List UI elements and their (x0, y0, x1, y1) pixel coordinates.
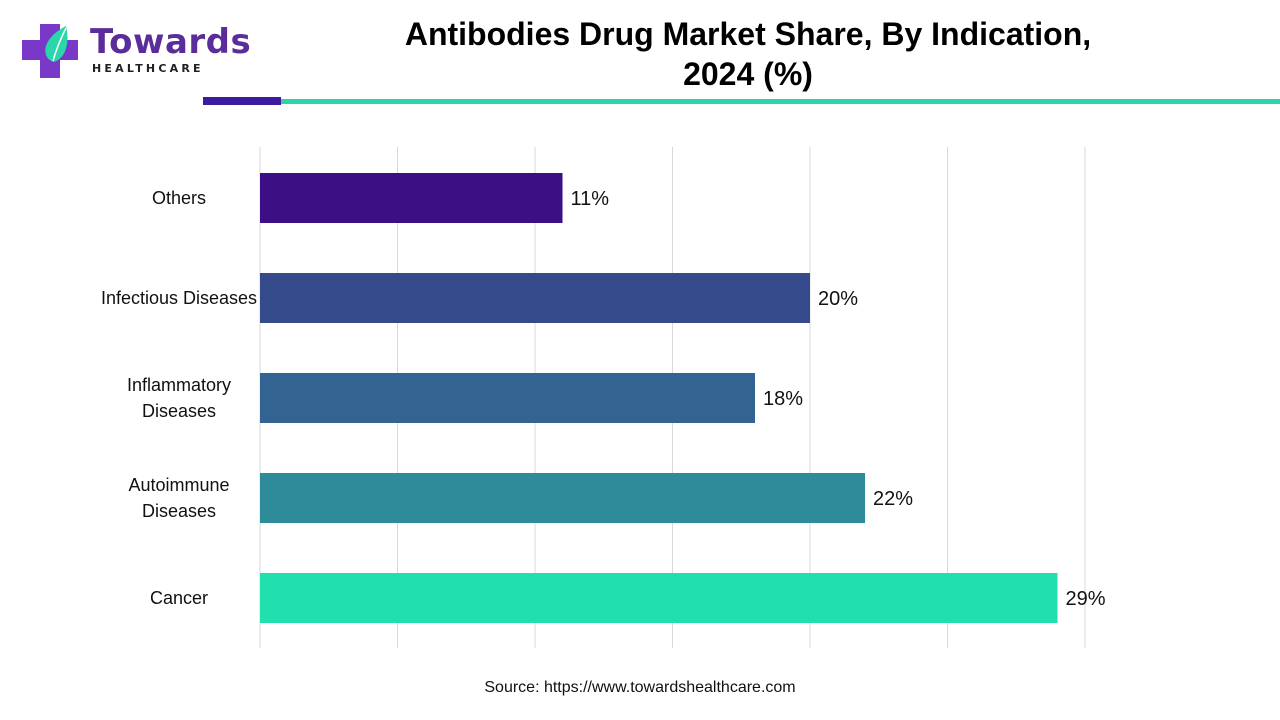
towards-healthcare-logo: Towards HEALTHCARE (20, 20, 251, 80)
title-line-1: Antibodies Drug Market Share, By Indicat… (404, 16, 1092, 52)
data-label: 11% (571, 188, 610, 210)
data-label: 20% (818, 288, 858, 310)
category-label: Cancer (150, 588, 208, 608)
title-line-2: 2024 (%) (683, 56, 813, 92)
bar-infectious-diseases (260, 273, 810, 323)
data-label: 29% (1066, 588, 1106, 610)
logo-tagline: HEALTHCARE (92, 62, 204, 75)
data-label: 22% (873, 488, 913, 510)
bar-others (260, 173, 563, 223)
header-divider-line (281, 99, 1280, 104)
header-accent-bar (203, 97, 281, 105)
category-label: Inflammatory Diseases (127, 375, 231, 421)
category-label: Others (152, 188, 206, 208)
bar-autoimmune-diseases (260, 473, 865, 523)
bar-cancer (260, 573, 1058, 623)
category-label: Infectious Diseases (101, 288, 257, 308)
page-title: Antibodies Drug Market Share, By Indicat… (330, 14, 1166, 94)
logo-wordmark: Towards (90, 22, 252, 62)
source-note: Source: https://www.towardshealthcare.co… (484, 679, 796, 696)
category-label: Autoimmune Diseases (128, 475, 229, 521)
bar-inflammatory-diseases (260, 373, 755, 423)
data-label: 18% (763, 388, 803, 410)
medical-cross-leaf-icon (22, 24, 78, 78)
